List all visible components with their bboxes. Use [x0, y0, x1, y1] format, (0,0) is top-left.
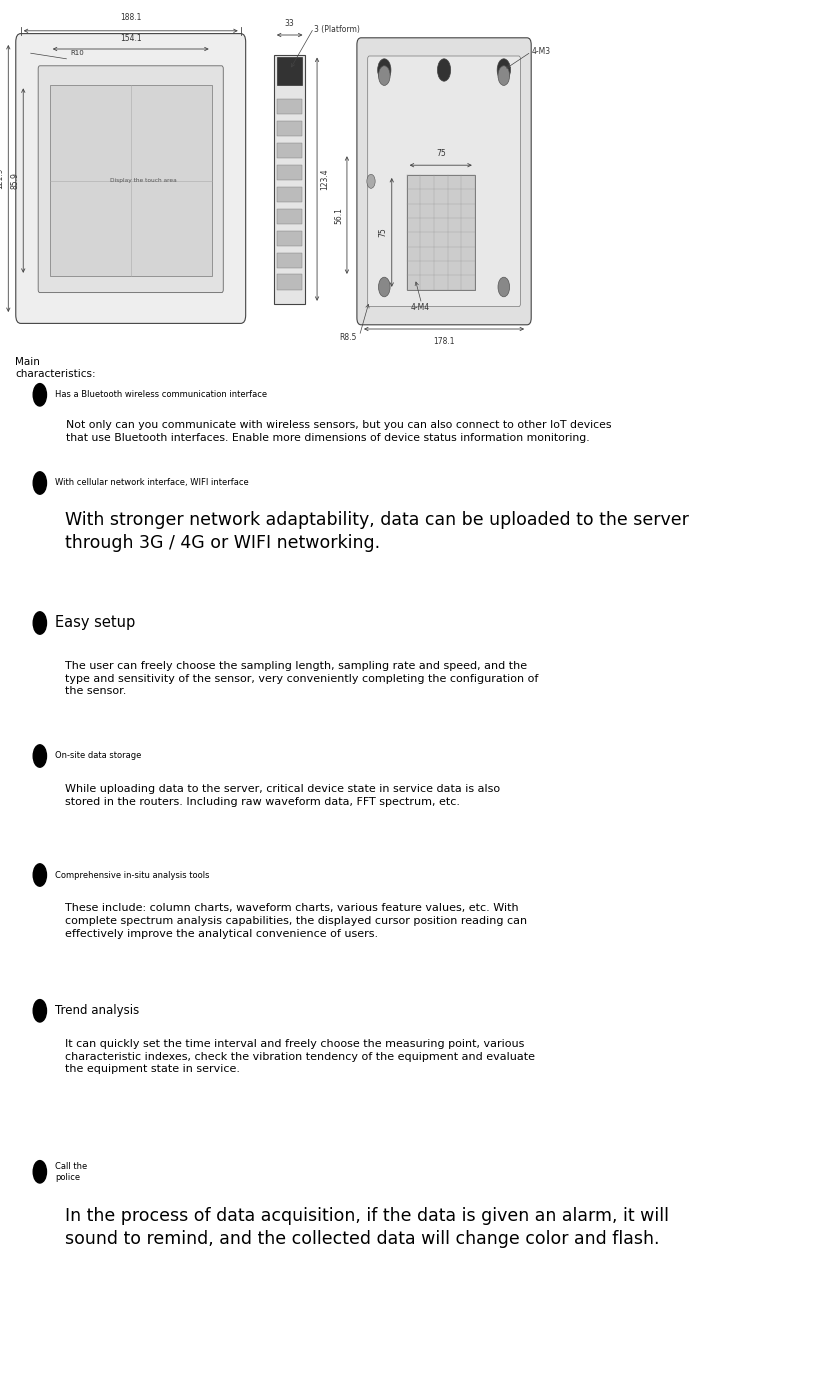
Bar: [277, 165, 302, 181]
Text: Easy setup: Easy setup: [55, 616, 135, 630]
Bar: [50, 85, 212, 276]
Circle shape: [33, 864, 46, 886]
Bar: [274, 55, 305, 304]
Text: It can quickly set the time interval and freely choose the measuring point, vari: It can quickly set the time interval and…: [65, 1039, 535, 1074]
Circle shape: [378, 277, 390, 297]
Circle shape: [33, 745, 46, 767]
Circle shape: [378, 66, 390, 85]
FancyBboxPatch shape: [38, 66, 223, 293]
Circle shape: [498, 277, 510, 297]
Text: The user can freely choose the sampling length, sampling rate and speed, and the: The user can freely choose the sampling …: [65, 661, 538, 696]
Text: Trend analysis: Trend analysis: [55, 1004, 139, 1018]
FancyBboxPatch shape: [368, 56, 520, 307]
Circle shape: [437, 59, 451, 81]
Bar: [277, 57, 302, 85]
Text: 75: 75: [436, 150, 446, 158]
Text: 3 (Platform): 3 (Platform): [314, 25, 359, 34]
Text: 33: 33: [285, 20, 295, 28]
Text: R10: R10: [71, 50, 85, 56]
Bar: [407, 175, 475, 290]
Text: While uploading data to the server, critical device state in service data is als: While uploading data to the server, crit…: [65, 784, 500, 806]
Text: 4-M4: 4-M4: [411, 304, 430, 312]
Bar: [277, 274, 302, 290]
Text: Display the touch area: Display the touch area: [110, 178, 177, 183]
Circle shape: [33, 384, 46, 406]
Bar: [277, 231, 302, 246]
Text: Not only can you communicate with wireless sensors, but you can also connect to : Not only can you communicate with wirele…: [66, 420, 612, 442]
Circle shape: [378, 59, 391, 81]
Circle shape: [497, 59, 510, 81]
Text: On-site data storage: On-site data storage: [55, 752, 141, 760]
Circle shape: [498, 66, 510, 85]
Text: 56.1: 56.1: [334, 207, 344, 224]
Circle shape: [33, 472, 46, 494]
Text: These include: column charts, waveform charts, various feature values, etc. With: These include: column charts, waveform c…: [65, 903, 527, 938]
Text: 121.9: 121.9: [0, 168, 4, 189]
Text: 178.1: 178.1: [433, 337, 455, 346]
Text: Call the
police: Call the police: [55, 1162, 87, 1182]
Bar: [277, 120, 302, 136]
Text: In the process of data acquisition, if the data is given an alarm, it will
sound: In the process of data acquisition, if t…: [65, 1207, 669, 1247]
Text: 85.9: 85.9: [11, 172, 20, 189]
FancyBboxPatch shape: [16, 34, 246, 323]
Text: 123.4: 123.4: [320, 168, 330, 190]
Text: 75: 75: [378, 228, 388, 237]
Text: R8.5: R8.5: [339, 333, 357, 342]
Circle shape: [33, 612, 46, 634]
Text: 154.1: 154.1: [120, 35, 142, 43]
Circle shape: [33, 1000, 46, 1022]
Text: Main
characteristics:: Main characteristics:: [15, 357, 95, 379]
Bar: [277, 252, 302, 267]
Circle shape: [33, 1161, 46, 1183]
Circle shape: [367, 174, 375, 189]
Text: 4-M3: 4-M3: [531, 48, 550, 56]
Text: Comprehensive in-situ analysis tools: Comprehensive in-situ analysis tools: [55, 871, 209, 879]
Text: With cellular network interface, WIFI interface: With cellular network interface, WIFI in…: [55, 479, 248, 487]
Text: With stronger network adaptability, data can be uploaded to the server
through 3: With stronger network adaptability, data…: [65, 511, 689, 552]
Bar: [277, 143, 302, 158]
Bar: [277, 209, 302, 224]
Text: 188.1: 188.1: [120, 14, 141, 22]
Text: Has a Bluetooth wireless communication interface: Has a Bluetooth wireless communication i…: [55, 391, 267, 399]
FancyBboxPatch shape: [357, 38, 531, 325]
Bar: [277, 186, 302, 202]
Bar: [277, 99, 302, 115]
